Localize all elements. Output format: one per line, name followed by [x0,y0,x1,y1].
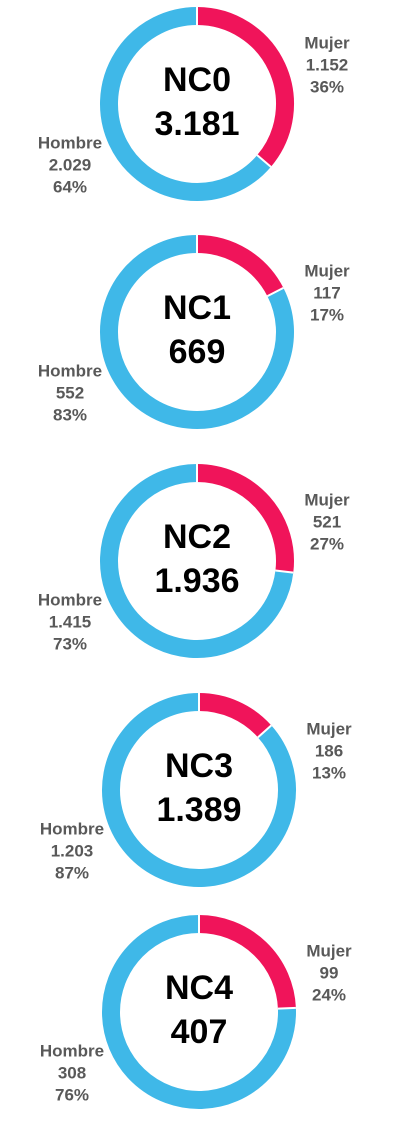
center-title: NC1 [163,289,231,327]
donut-chart: NC2 1.936 Mujer 521 27% Hombre 1.415 73% [38,464,350,658]
percent-label: 13% [312,763,346,782]
donut-segment [100,235,294,429]
legend-label: Mujer [304,33,350,52]
center-total: 1.936 [154,562,239,600]
percent-label: 87% [55,863,89,882]
donut-segment [196,464,294,573]
value-label: 99 [320,963,339,982]
donut-chart: NC1 669 Mujer 117 17% Hombre 552 83% [38,235,350,429]
donut-segment [198,693,272,738]
percent-label: 27% [310,534,344,553]
donut-segment [102,693,296,887]
donut-chart: NC3 1.389 Mujer 186 13% Hombre 1.203 87% [40,693,352,887]
center-total: 669 [169,333,226,371]
center-total: 1.389 [156,791,241,829]
donut-segment [198,915,296,1009]
legend-label: Mujer [304,261,350,280]
donut-segment [100,7,271,201]
legend-label: Mujer [306,719,352,738]
value-label: 2.029 [49,155,92,174]
percent-label: 76% [55,1085,89,1104]
percent-label: 64% [53,177,87,196]
donut-segment [102,915,296,1109]
value-label: 308 [58,1063,86,1082]
legend-label: Hombre [38,361,102,380]
value-label: 552 [56,383,84,402]
segment-separator [266,287,284,297]
value-label: 1.152 [306,55,349,74]
donut-segment [196,7,294,167]
segment-separator [275,569,294,574]
center-title: NC2 [163,518,231,556]
legend-label: Hombre [38,133,102,152]
segment-separator [257,724,272,739]
center-title: NC3 [165,747,233,785]
segment-separator [256,154,272,168]
percent-label: 73% [53,634,87,653]
center-title: NC4 [165,969,233,1007]
value-label: 117 [313,283,340,302]
percent-label: 36% [310,77,344,96]
legend-label: Hombre [38,590,102,609]
percent-label: 83% [53,405,87,424]
legend-label: Mujer [304,490,350,509]
percent-label: 17% [310,305,344,324]
donut-segment [100,464,294,658]
donut-chart: NC0 3.181 Mujer 1.152 36% Hombre 2.029 64% [38,7,350,201]
value-label: 1.203 [51,841,94,860]
segment-separator [277,1006,296,1010]
legend-label: Hombre [40,1041,104,1060]
percent-label: 24% [312,985,346,1004]
center-total: 3.181 [154,105,239,143]
legend-label: Hombre [40,819,104,838]
value-label: 1.415 [49,612,92,631]
value-label: 186 [315,741,343,760]
legend-label: Mujer [306,941,352,960]
donut-chart: NC4 407 Mujer 99 24% Hombre 308 76% [40,915,352,1109]
center-title: NC0 [163,61,231,99]
value-label: 521 [313,512,341,531]
donut-segment [196,235,284,297]
center-total: 407 [171,1013,228,1051]
